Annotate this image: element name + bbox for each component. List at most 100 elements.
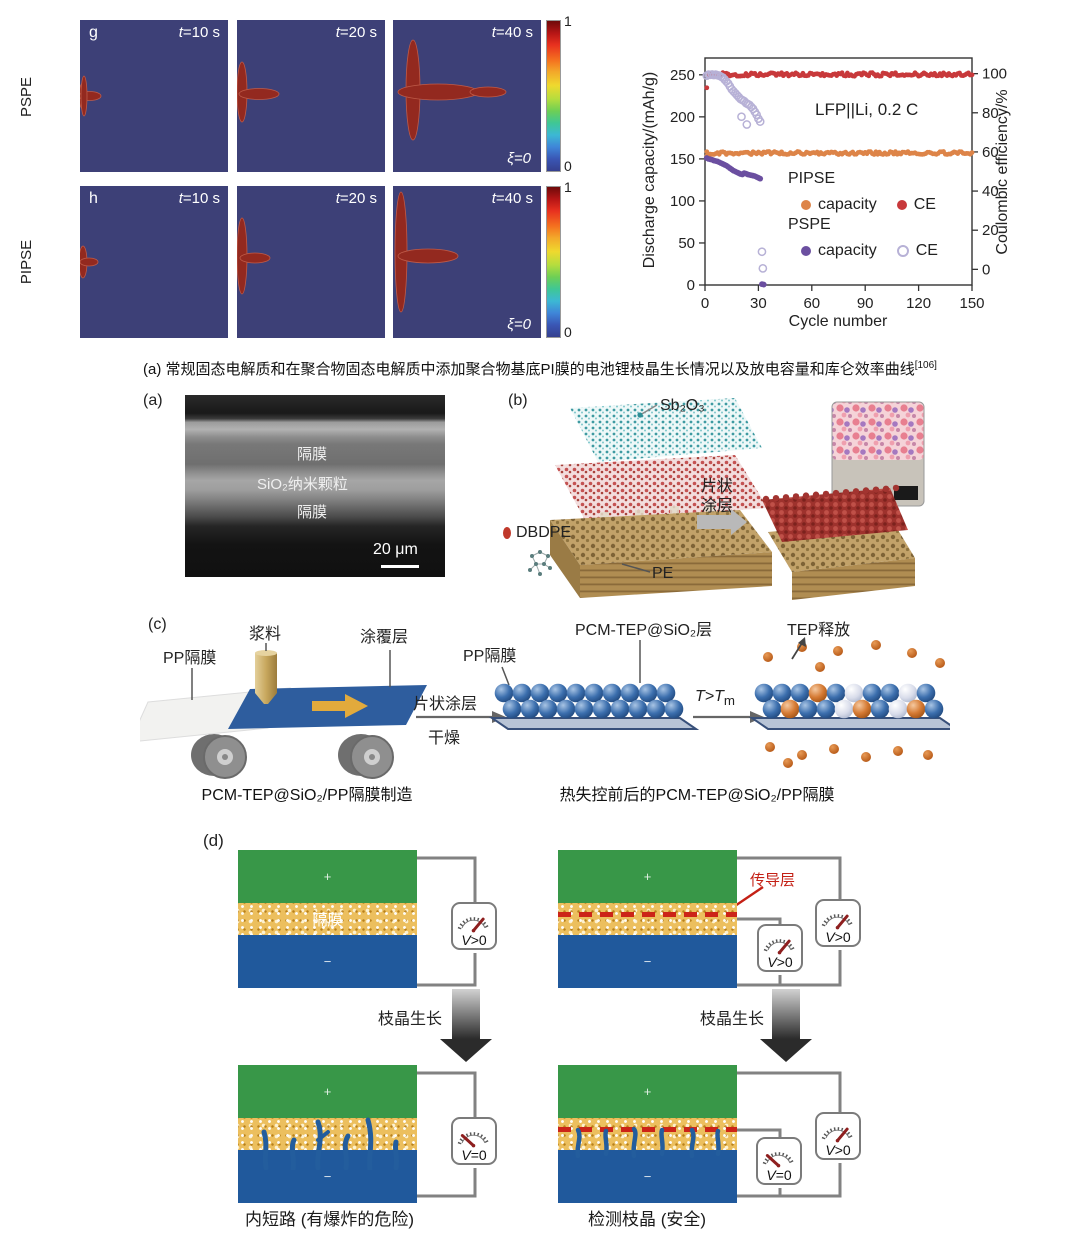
process-arrow <box>697 509 747 535</box>
roller-left <box>191 734 247 779</box>
sim-panel-h-20s: t=20 s <box>237 186 385 338</box>
legend-group-pipse: PIPSE <box>788 170 836 187</box>
xi-label: ξ=0 <box>507 150 531 167</box>
drying-step-label: 干燥 <box>428 730 461 747</box>
flake-coating-step-label: 片状涂层 <box>413 696 478 713</box>
cross-section-inset-image <box>831 401 925 507</box>
legend-capacity-label: capacity <box>818 241 877 259</box>
conductive-layer-line <box>558 1127 737 1132</box>
sb2o3-particle-layer <box>570 398 762 462</box>
dendrite-growth-label-left: 枝晶生长 <box>378 1011 443 1028</box>
xi-label: ξ=0 <box>507 316 531 333</box>
y-axis-label-left: Discharge capacity/(mAh/g) <box>641 71 658 269</box>
time-label: t=10 s <box>178 24 220 41</box>
dendrite-growth-arrow-left <box>440 989 492 1062</box>
svg-text:90: 90 <box>857 295 874 312</box>
svg-text:0: 0 <box>982 261 990 278</box>
separator-label: 隔膜 <box>312 912 343 929</box>
feed-direction-arrow <box>312 694 368 718</box>
voltmeter-br-cell: V>0 <box>815 1112 861 1160</box>
dbdpe-label: DBDPE <box>503 524 571 542</box>
pspe-ce-marker <box>896 244 909 257</box>
negative-electrode: − <box>238 935 417 988</box>
sb2o3-label: Sb₂O₃ <box>660 397 705 414</box>
chart-legend: PIPSE capacity CE PSPE capacity CE <box>788 170 942 262</box>
slurry-label: 浆料 <box>249 626 282 643</box>
dendrite-growth-label-right: 枝晶生长 <box>700 1011 765 1028</box>
meter-reading: V=0 <box>766 1167 792 1183</box>
flake-coating-label-line1: 片状 <box>701 478 734 495</box>
separator-band: 隔膜 <box>238 903 417 935</box>
cycling-performance-chart: 0 30 60 90 120 150 0 50 100 150 200 250 0 20 40 60 80 100 <box>670 57 1007 312</box>
colorbar-min: 0 <box>564 324 572 340</box>
separator-band <box>558 1118 737 1150</box>
sio2-layer-label: SiO₂纳米颗粒 <box>257 476 348 493</box>
pipse-ce-marker <box>896 199 907 210</box>
coated-separator-product <box>762 484 915 600</box>
dendrite-detection-wiring <box>417 856 842 1198</box>
svg-text:50: 50 <box>678 235 695 252</box>
dendrite-growth-arrow-right <box>760 989 812 1062</box>
panel-b-label: (b) <box>508 392 528 409</box>
sim-panel-g-40s: t=40 s ξ=0 <box>393 20 541 172</box>
tep-release-label: TEP释放 <box>787 622 851 639</box>
positive-electrode: + <box>238 850 417 903</box>
coating-layer-label: 涂覆层 <box>360 629 409 646</box>
slurry-nozzle <box>255 650 277 704</box>
svg-text:30: 30 <box>750 295 767 312</box>
separator-layer-label: 隔膜 <box>297 446 328 463</box>
roller-right <box>338 734 394 779</box>
svg-text:0: 0 <box>701 295 709 312</box>
y-axis-label-right: Coulombic efficiency/% <box>994 89 1011 255</box>
lithium-dendrites <box>261 1117 400 1170</box>
pe-membrane-front <box>580 552 772 598</box>
released-tep-droplets <box>763 640 945 768</box>
time-label: t=40 s <box>491 24 533 41</box>
sem-cross-section-image: 隔膜 SiO₂纳米颗粒 隔膜 20 μm <box>185 395 445 577</box>
colorbar-max: 1 <box>564 179 572 195</box>
colorbar-min: 0 <box>564 158 572 174</box>
time-label: t=20 s <box>335 190 377 207</box>
separator-layer-label: 隔膜 <box>297 504 328 521</box>
time-label: t=40 s <box>491 190 533 207</box>
svg-text:40: 40 <box>982 183 999 200</box>
svg-text:100: 100 <box>670 193 695 210</box>
svg-text:20: 20 <box>982 222 999 239</box>
svg-text:120: 120 <box>906 295 931 312</box>
conductive-layer-label: 传导层 <box>750 872 796 889</box>
colorbar <box>546 186 561 338</box>
pp-separator-label: PP隔膜 <box>163 650 217 667</box>
battery-with-conductive-layer: + − <box>558 850 737 988</box>
battery-dendrite-detected: + − <box>558 1065 737 1203</box>
panel-letter: h <box>89 190 98 207</box>
pcm-layer-after <box>748 717 950 730</box>
voltmeter-tl: V>0 <box>451 902 497 950</box>
colorbar <box>546 20 561 172</box>
panel-c-label: (c) <box>148 616 167 633</box>
svg-text:80: 80 <box>982 105 999 122</box>
positive-electrode: + <box>558 1065 737 1118</box>
dbdpe-particle-layer <box>555 455 768 520</box>
legend-group-pspe: PSPE <box>788 216 831 233</box>
caption-text: (a) 常规固态电解质和在聚合物固态电解质中添加聚合物基底PI膜的电池锂枝晶生长… <box>143 361 915 378</box>
short-circuit-caption: 内短路 (有爆炸的危险) <box>245 1210 415 1229</box>
scale-bar <box>381 565 419 568</box>
sim-panel-g-20s: t=20 s <box>237 20 385 172</box>
pipse-capacity-marker <box>801 199 811 210</box>
fabrication-caption: PCM-TEP@SiO₂/PP隔膜制造 <box>201 787 413 804</box>
dendrite-shape <box>237 217 271 295</box>
positive-electrode: + <box>558 850 737 903</box>
chart-annotation: LFP||Li, 0.2 C <box>815 100 919 119</box>
pcm-microspheres <box>494 683 944 719</box>
pspe-capacity-marker <box>801 245 811 256</box>
svg-text:150: 150 <box>959 295 984 312</box>
meter-reading: V=0 <box>461 1147 487 1163</box>
scale-bar-text: 20 μm <box>373 541 418 558</box>
svg-text:150: 150 <box>670 151 695 168</box>
temperature-condition-label: T>Tm <box>695 688 735 709</box>
dendrite-shape <box>394 191 459 313</box>
dbdpe-particle-icon <box>503 527 511 539</box>
meter-reading: V>0 <box>825 929 851 945</box>
svg-text:60: 60 <box>803 295 820 312</box>
battery-normal: + 隔膜 − <box>238 850 417 988</box>
